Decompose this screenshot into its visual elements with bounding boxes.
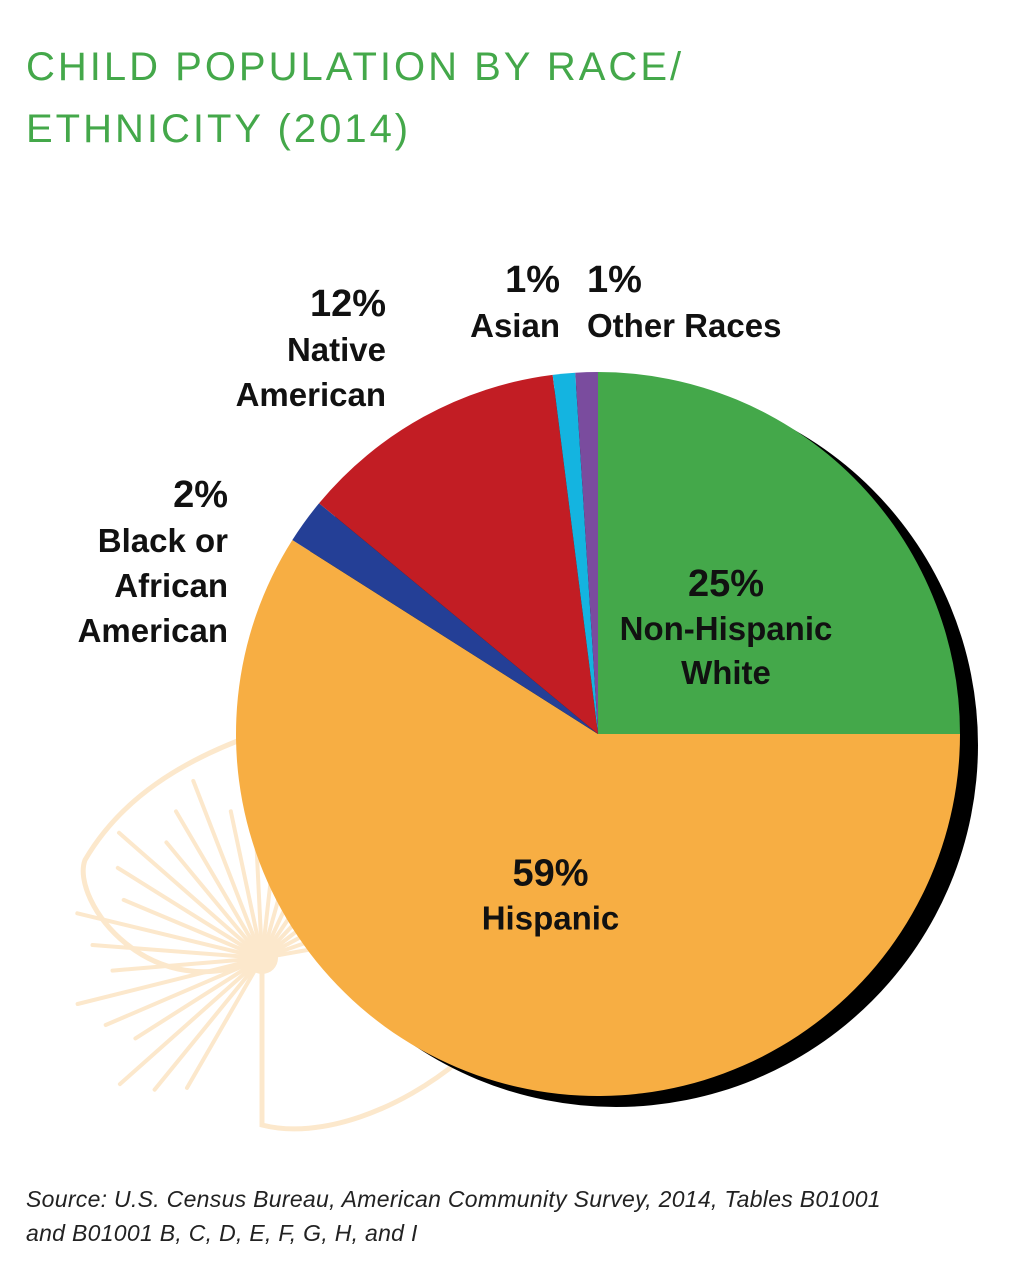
slice-label-2: 2% Black or African American [78, 474, 229, 649]
leaf-vein [164, 840, 264, 960]
leaf-vein [174, 809, 264, 960]
slice-label-4: 1% Asian [470, 259, 560, 344]
chart-title: CHILD POPULATION BY RACE/ ETHNICITY (201… [26, 36, 986, 160]
leaf-vein [117, 830, 264, 960]
slice-label-0: 25% Non-Hispanic White [620, 563, 833, 691]
slice-category-label: Hispanic [482, 899, 620, 936]
leaf-vein [152, 956, 264, 1092]
leaf-vein [110, 956, 264, 973]
pie-slice-1 [236, 540, 960, 1096]
leaf-center [246, 942, 278, 974]
leaf-vein [228, 809, 264, 960]
slice-category-label: American [78, 612, 228, 649]
slice-category-label: Black or [98, 522, 228, 559]
slice-label-5: 1% Other Races [587, 259, 781, 344]
leaf-vein [121, 897, 264, 960]
leaf-vein [75, 911, 264, 960]
pie-slice-0 [598, 372, 960, 734]
chart-title-line-2: ETHNICITY (2014) [26, 107, 412, 151]
slice-category-label: White [681, 654, 771, 691]
slice-category-label: Native [287, 331, 386, 368]
leaf-vein [185, 956, 264, 1090]
slice-value-label: 59% [512, 852, 588, 894]
slice-value-label: 1% [505, 259, 560, 301]
slice-label-3: 12% Native American [236, 283, 386, 413]
slice-category-label: Other Races [587, 307, 781, 344]
leaf-vein [115, 865, 264, 960]
pie-slice-3 [319, 374, 598, 734]
slice-category-label: American [236, 376, 386, 413]
pie-slice-5 [575, 372, 598, 734]
leaf-outline [80, 725, 463, 1132]
slice-category-label: African [114, 567, 228, 604]
leaf-vein [191, 778, 264, 960]
chart-title-line-1: CHILD POPULATION BY RACE/ [26, 45, 685, 89]
slice-category-label: Asian [470, 307, 560, 344]
source-note: Source: U.S. Census Bureau, American Com… [26, 1182, 1006, 1250]
pie-slices [236, 372, 960, 1096]
leaf-vein [75, 956, 264, 1006]
slice-label-1: 59% Hispanic [482, 852, 620, 936]
pie-slice-4 [552, 372, 598, 734]
slice-value-label: 1% [587, 259, 642, 301]
slice-value-label: 25% [688, 563, 764, 605]
slice-category-label: Non-Hispanic [620, 610, 833, 647]
slice-value-label: 12% [310, 283, 386, 325]
pie-labels: 25% Non-Hispanic White 59% Hispanic 2% Black o… [78, 259, 833, 936]
leaf-vein [103, 956, 264, 1027]
leaf-vein [90, 943, 264, 960]
slice-value-label: 2% [173, 474, 228, 516]
pie-slice-2 [292, 503, 598, 734]
source-line-1: Source: U.S. Census Bureau, American Com… [26, 1186, 881, 1212]
leaf-vein [117, 956, 264, 1087]
source-line-2: and B01001 B, C, D, E, F, G, H, and I [26, 1220, 418, 1246]
leaf-vein [133, 956, 264, 1041]
